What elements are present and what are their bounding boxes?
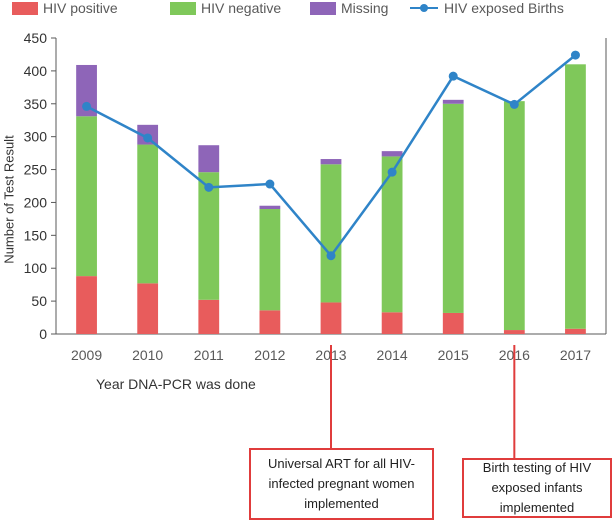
y-tick-label: 300 (24, 129, 48, 145)
x-tick-label: 2011 (194, 347, 224, 363)
bar-hiv-negative (137, 144, 159, 284)
legend-swatch-hiv-negative (170, 1, 196, 15)
point-hiv-exposed-births (265, 179, 275, 189)
legend-label-hiv-exposed-births: HIV exposed Births (444, 0, 564, 16)
bar-hiv-negative (381, 156, 403, 313)
legend-item-hiv-exposed-births: HIV exposed Births (410, 0, 564, 16)
point-hiv-exposed-births (570, 50, 580, 60)
x-tick-label: 2014 (377, 347, 408, 363)
bar-hiv-negative (320, 164, 342, 303)
bar-hiv-positive (442, 312, 464, 334)
y-axis-label: Number of Test Result (1, 135, 17, 264)
y-tick-label: 100 (24, 260, 48, 276)
y-tick-label: 450 (24, 30, 48, 46)
legend-item-missing: Missing (310, 0, 388, 16)
point-hiv-exposed-births (82, 101, 92, 111)
legend-item-hiv-negative: HIV negative (170, 0, 281, 16)
bar-hiv-negative (565, 64, 586, 329)
legend-swatch-hiv-exposed-births (410, 2, 438, 14)
y-tick-label: 400 (24, 63, 48, 79)
point-hiv-exposed-births (509, 99, 519, 109)
bar-hiv-positive (76, 276, 97, 334)
y-tick-label: 150 (24, 227, 48, 243)
bar-hiv-positive (259, 310, 281, 334)
bar-missing (198, 145, 220, 173)
bar-hiv-negative (503, 101, 525, 331)
legend-label-hiv-negative: HIV negative (201, 0, 282, 16)
bar-hiv-negative (198, 172, 220, 300)
bar-hiv-positive (565, 328, 586, 334)
legend-swatch-missing (310, 1, 336, 15)
bar-hiv-negative (442, 103, 464, 313)
point-hiv-exposed-births (387, 167, 397, 177)
bar-hiv-negative (259, 209, 281, 311)
bar-missing (381, 151, 403, 157)
x-axis-label: Year DNA-PCR was done (96, 376, 256, 392)
annotation-birth-testing: Birth testing of HIV exposed infants imp… (462, 458, 612, 518)
bar-missing (76, 64, 97, 117)
legend-label-missing: Missing (341, 0, 389, 16)
x-tick-label: 2017 (560, 347, 591, 363)
point-hiv-exposed-births (448, 71, 458, 81)
y-tick-label: 250 (24, 162, 48, 178)
x-tick-label: 2012 (254, 347, 285, 363)
bar-hiv-negative (76, 116, 97, 277)
x-tick-label: 2009 (71, 347, 102, 363)
point-hiv-exposed-births (326, 251, 336, 261)
point-hiv-exposed-births (143, 133, 153, 143)
y-tick-label: 0 (39, 326, 47, 342)
bar-hiv-positive (320, 302, 342, 334)
y-tick-label: 350 (24, 96, 48, 112)
point-hiv-exposed-births (204, 182, 214, 192)
bar-hiv-positive (503, 330, 525, 334)
bar-hiv-positive (198, 299, 220, 334)
x-tick-label: 2010 (132, 347, 163, 363)
legend-swatch-hiv-positive (12, 1, 38, 15)
annotation-universal-art: Universal ART for all HIV-infected pregn… (249, 448, 434, 520)
bar-hiv-positive (137, 283, 159, 334)
x-tick-label: 2015 (438, 347, 469, 363)
legend-label-hiv-positive: HIV positive (43, 0, 118, 16)
bar-hiv-positive (381, 312, 403, 334)
y-tick-label: 200 (24, 194, 48, 210)
y-tick-label: 50 (31, 293, 47, 309)
bar-missing (320, 159, 342, 165)
bar-missing (442, 99, 464, 104)
bar-missing (259, 205, 281, 210)
legend-item-hiv-positive: HIV positive (12, 0, 118, 16)
